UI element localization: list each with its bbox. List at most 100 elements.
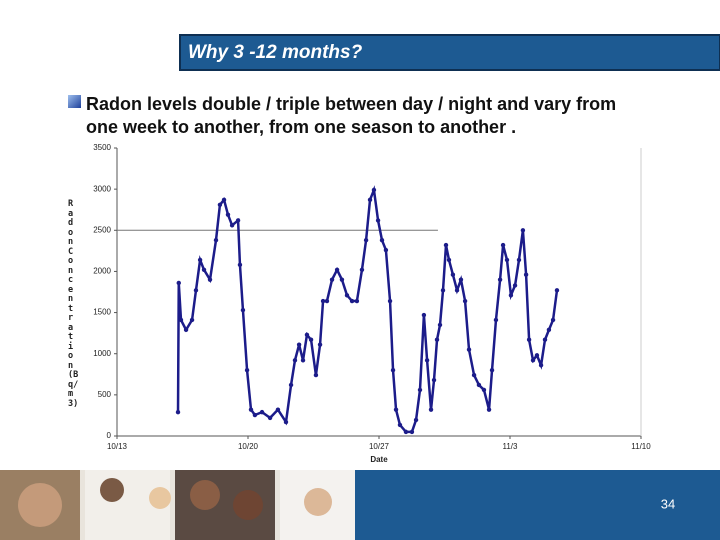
data-point — [508, 293, 514, 298]
data-point — [248, 407, 254, 412]
data-point — [371, 187, 377, 193]
data-point — [288, 382, 294, 388]
data-point — [207, 277, 213, 282]
data-point — [379, 237, 385, 243]
data-point — [397, 422, 403, 428]
data-point — [176, 280, 181, 286]
data-point — [393, 407, 399, 412]
data-point — [367, 197, 373, 203]
data-point — [497, 277, 503, 282]
data-point — [197, 257, 203, 263]
y-tick-label: 2500 — [93, 225, 111, 234]
y-tick-label: 2000 — [93, 267, 111, 276]
data-point — [493, 317, 499, 323]
data-point — [440, 288, 446, 293]
data-point — [520, 228, 526, 233]
data-point — [476, 382, 482, 388]
data-point — [546, 327, 552, 333]
data-point — [300, 358, 306, 363]
data-point — [554, 288, 560, 293]
data-point — [534, 353, 540, 358]
data-point — [313, 372, 319, 378]
data-point — [387, 298, 393, 304]
data-point — [424, 358, 430, 363]
slide-title: Why 3 -12 months? — [188, 42, 363, 63]
photo-face — [190, 480, 220, 510]
data-point — [434, 337, 440, 342]
data-point — [183, 327, 189, 333]
data-point — [500, 242, 506, 248]
photo-face — [18, 483, 62, 527]
data-point — [454, 288, 460, 293]
data-point — [443, 242, 449, 248]
bullet-icon — [68, 95, 81, 108]
data-point — [324, 298, 330, 304]
data-point — [526, 337, 532, 342]
data-point — [538, 363, 544, 368]
data-point — [550, 317, 556, 323]
data-point — [235, 218, 241, 223]
data-point — [390, 367, 396, 373]
bullet-text: Radon levels double / triple between day… — [86, 94, 617, 137]
data-point — [304, 332, 310, 337]
data-point — [383, 247, 389, 253]
data-point — [329, 277, 335, 282]
data-point — [339, 277, 345, 282]
data-point — [349, 298, 355, 304]
data-point — [375, 218, 381, 223]
data-point — [296, 342, 302, 347]
x-tick-label: 10/20 — [238, 442, 259, 451]
data-point — [252, 412, 258, 418]
data-point — [481, 387, 487, 393]
data-point — [344, 293, 350, 298]
chart: 0 500 1000 1500 2000 2500 3000 3500 10/13 10/20 10… — [93, 143, 651, 464]
data-point — [413, 417, 419, 423]
data-point — [403, 429, 409, 435]
data-point — [240, 307, 246, 313]
y-tick-label: 500 — [98, 390, 112, 399]
data-point — [450, 272, 456, 277]
data-point — [334, 267, 340, 272]
photo-face — [233, 490, 263, 520]
data-point — [267, 415, 273, 421]
x-tick-label: 11/10 — [631, 442, 651, 451]
data-point — [446, 257, 452, 263]
data-point — [229, 223, 235, 228]
data-point — [283, 419, 289, 425]
data-point — [275, 407, 281, 412]
footer-bar — [355, 470, 720, 540]
data-point — [320, 298, 326, 304]
x-tick-label: 11/3 — [503, 442, 519, 451]
data-point — [244, 367, 250, 373]
data-point — [189, 317, 195, 323]
data-point — [431, 377, 437, 383]
data-point — [516, 257, 522, 263]
data-point — [428, 407, 434, 412]
x-axis-label: Date — [370, 455, 388, 464]
page-number: 34 — [661, 496, 675, 511]
data-point — [417, 387, 423, 393]
data-point — [193, 288, 199, 293]
data-point — [359, 267, 365, 272]
data-point — [237, 262, 243, 268]
data-point — [512, 283, 518, 288]
data-point — [317, 342, 323, 347]
data-point — [471, 372, 477, 378]
title-bar — [179, 34, 720, 71]
x-tick-label: 10/27 — [369, 442, 390, 451]
data-point — [363, 237, 369, 243]
data-point — [409, 429, 415, 435]
data-point — [213, 237, 219, 243]
data-point — [292, 358, 298, 363]
x-tick-label: 10/13 — [107, 442, 128, 451]
data-point — [489, 367, 495, 373]
photo-face — [149, 487, 171, 509]
data-point — [259, 409, 265, 415]
data-point — [308, 337, 314, 342]
photo-strip — [0, 470, 355, 540]
data-point — [175, 409, 181, 415]
data-point — [221, 197, 227, 203]
data-point — [504, 257, 510, 263]
